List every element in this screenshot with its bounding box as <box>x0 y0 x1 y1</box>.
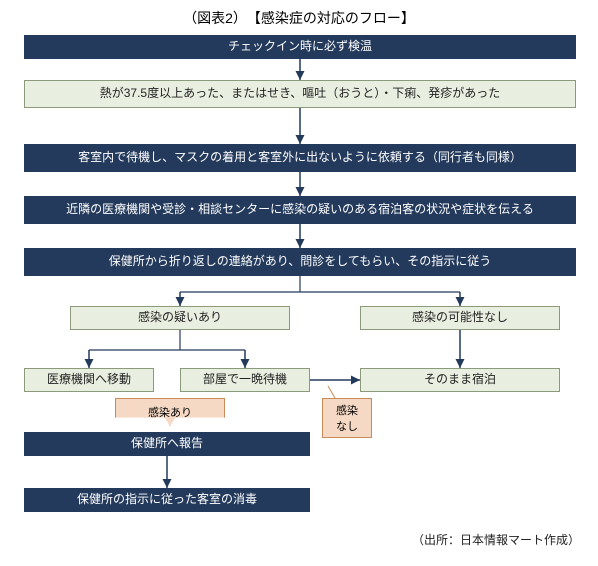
report-health-ctr: 保健所へ報告 <box>24 432 310 456</box>
step-1-checkin: チェックイン時に必ず検温 <box>24 35 576 59</box>
step-2-symptoms: 熱が37.5度以上あった、またはせき、嘔吐（おうと）・下痢、発疹があった <box>24 80 576 108</box>
callout-infected: 感染あり <box>115 398 225 426</box>
action-move-med: 医療機関へ移動 <box>24 368 154 392</box>
branch-no-risk: 感染の可能性なし <box>360 306 560 330</box>
branch-suspected: 感染の疑いあり <box>70 306 290 330</box>
step-3-wait-room: 客室内で待機し、マスクの着用と客室外に出ないように依頼する（同行者も同様） <box>24 144 576 172</box>
callout-not-infected: 感染 なし <box>322 398 372 438</box>
action-stay-as-is: そのまま宿泊 <box>360 368 560 392</box>
figure-title: （図表2） 【感染症の対応のフロー】 <box>0 0 598 34</box>
action-stay-night: 部屋で一晩待機 <box>180 368 310 392</box>
disinfect-room: 保健所の指示に従った客室の消毒 <box>24 488 310 512</box>
step-5-health-ctr: 保健所から折り返しの連絡があり、問診をしてもらい、その指示に従う <box>24 248 576 276</box>
attribution: （出所：日本情報マート作成） <box>412 531 580 548</box>
step-4-contact: 近隣の医療機関や受診・相談センターに感染の疑いのある宿泊客の状況や症状を伝える <box>24 196 576 224</box>
